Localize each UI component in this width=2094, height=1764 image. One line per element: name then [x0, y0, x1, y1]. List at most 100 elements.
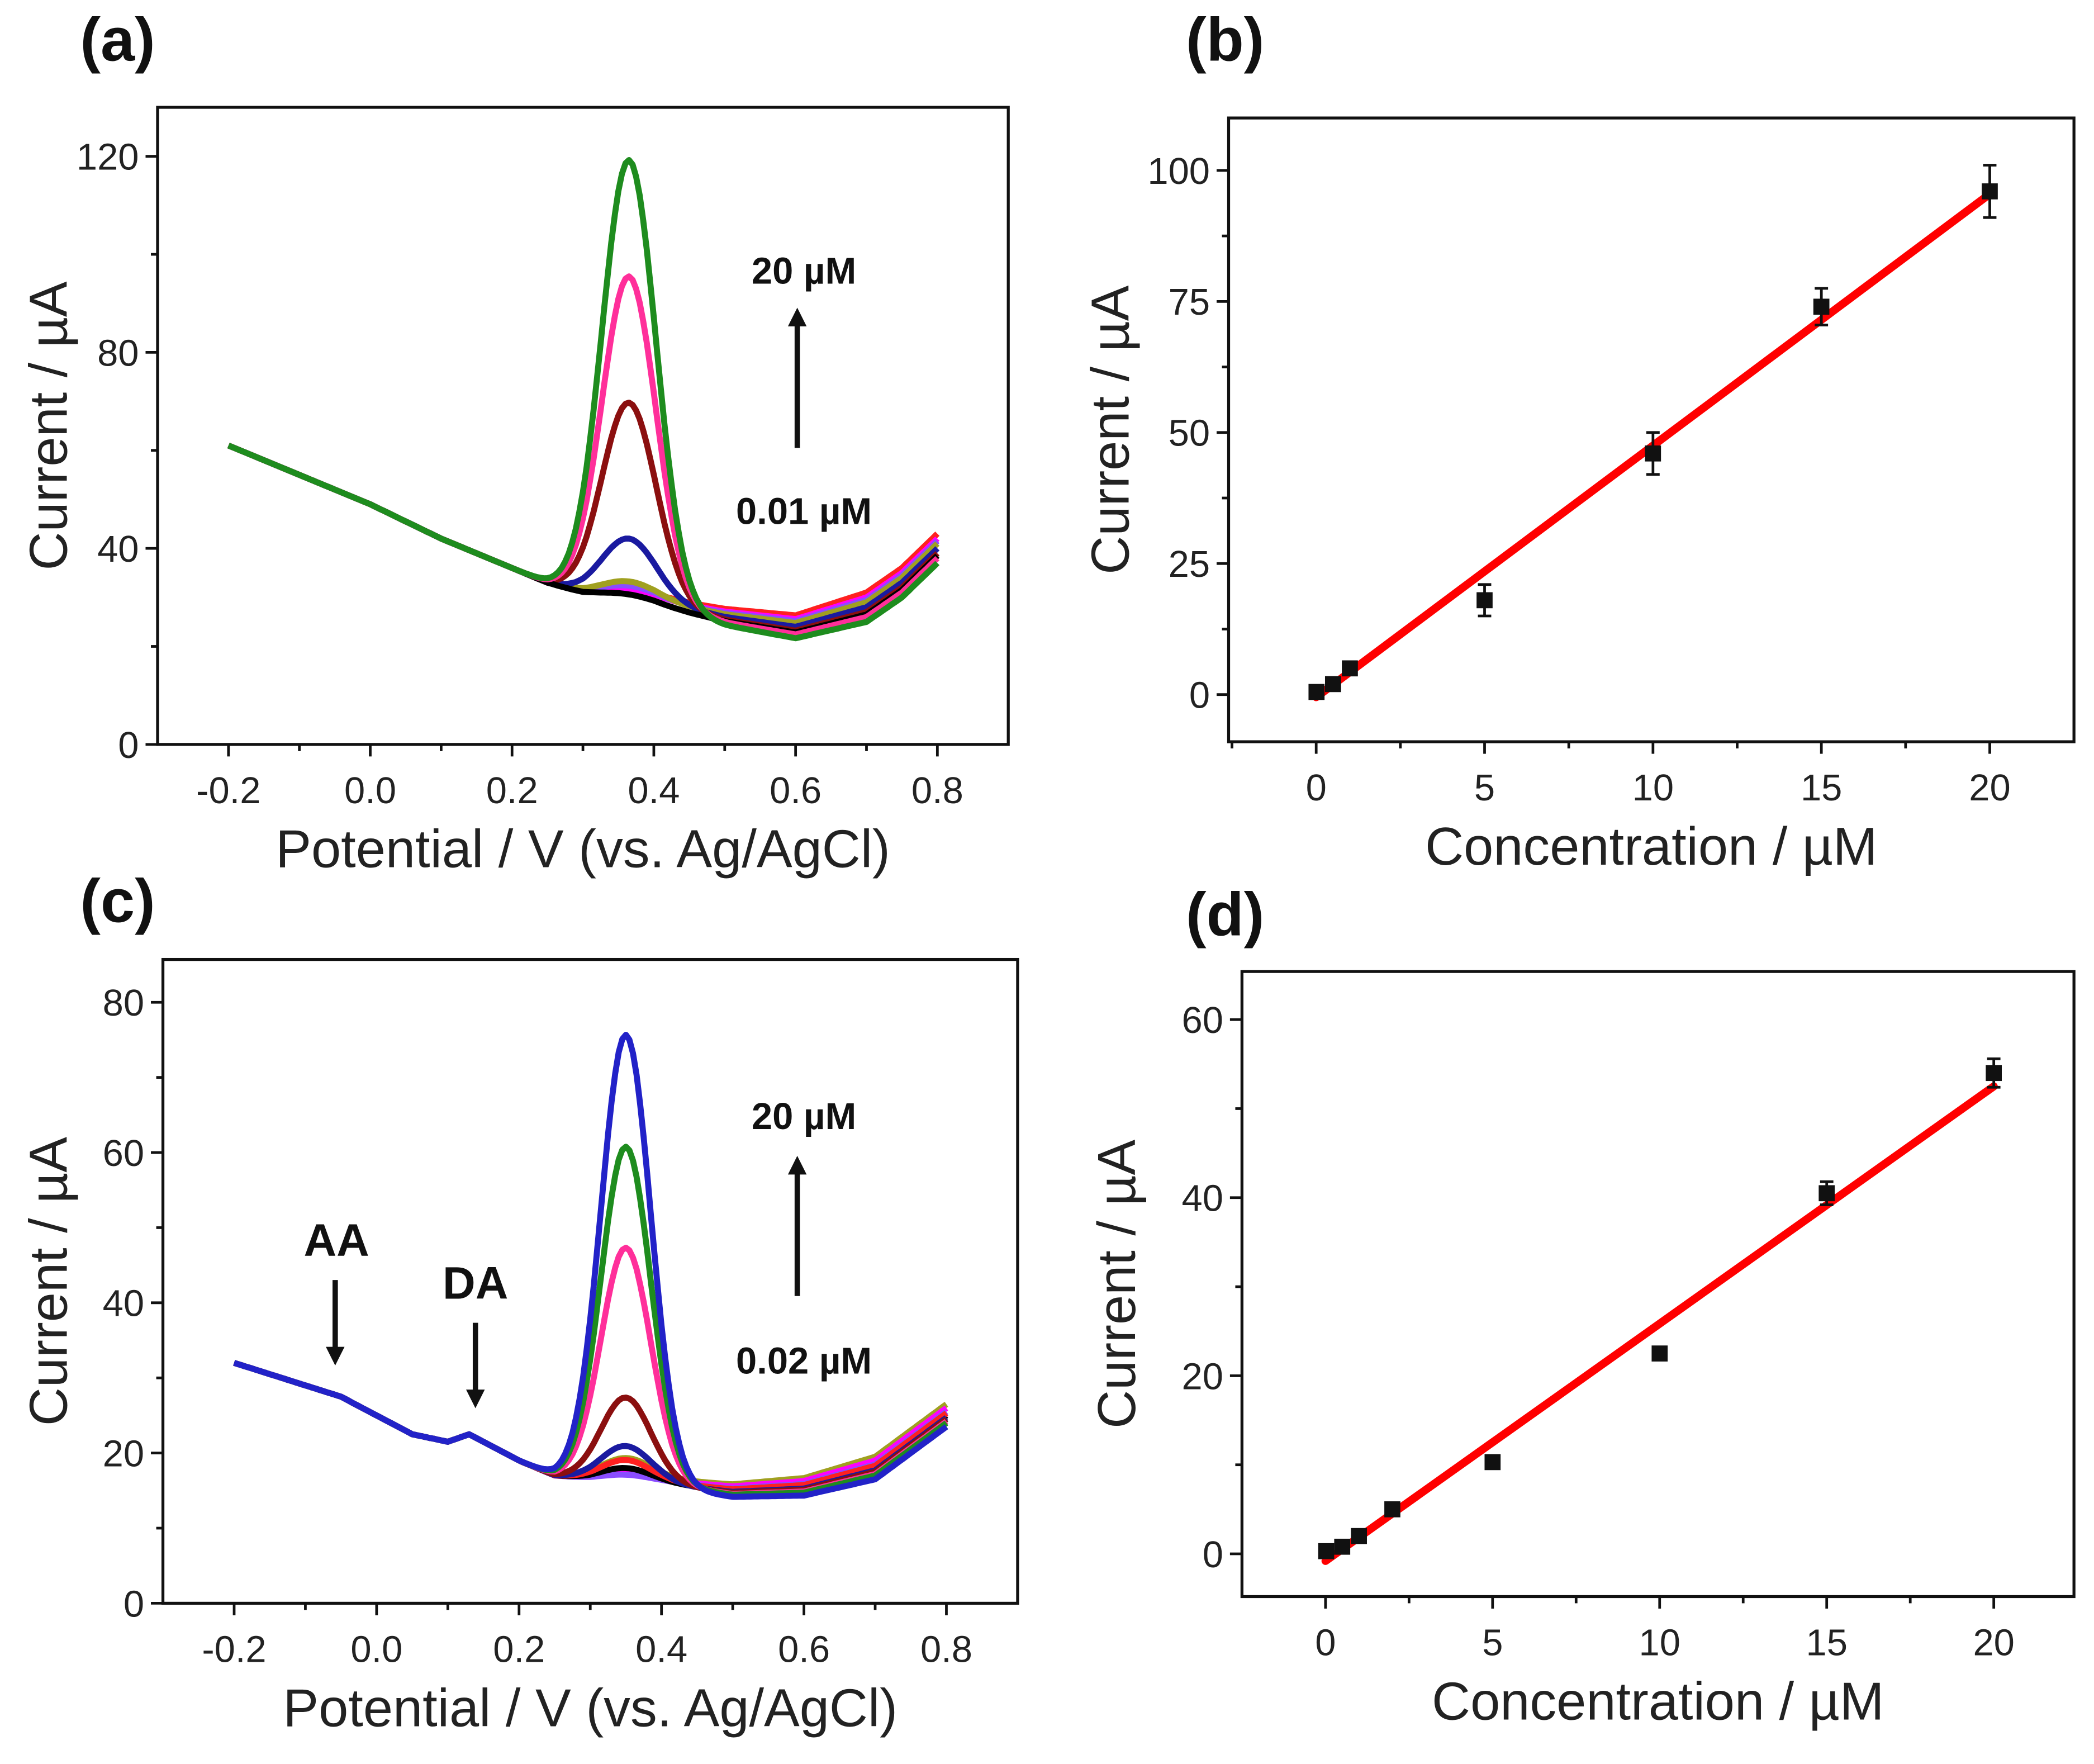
x-tick-label: 5	[1474, 767, 1495, 809]
chart-d: (d) 0 5 10 15 20 0 20 40 60 Concentration / µM Curr…	[1087, 880, 2076, 1731]
x-tick-label: -0.2	[196, 770, 260, 812]
fit-line	[1321, 1082, 1998, 1565]
x-tick-label: 0.4	[635, 1629, 687, 1671]
y-tick-label: 60	[103, 1132, 144, 1174]
y-axis-label: Current / µA	[18, 281, 78, 570]
x-tick-label: 20	[1969, 767, 2010, 809]
y-tick-label: 40	[103, 1283, 144, 1325]
y-tick-label: 50	[1169, 412, 1210, 454]
x-axis-label: Concentration / µM	[1425, 817, 1877, 876]
panel-label: (b)	[1186, 5, 1264, 74]
concentration-arrow-head	[787, 307, 807, 326]
data-point-7	[1986, 1057, 2002, 1089]
panel-label: (d)	[1186, 880, 1264, 949]
plot-area	[227, 157, 940, 642]
x-tick-label: 15	[1806, 1622, 1848, 1664]
annotation-low-concentration: 0.02 µM	[736, 1340, 872, 1382]
y-tick-label: 0	[1189, 675, 1210, 717]
data-point-6	[1818, 1180, 1835, 1206]
x-tick-label: 0.6	[770, 770, 822, 812]
x-axis-label: Potential / V (vs. Ag/AgCl)	[283, 1678, 898, 1738]
y-tick-label: 0	[118, 724, 139, 766]
x-tick-label: 0.0	[344, 770, 396, 812]
data-point-2	[1342, 660, 1358, 677]
x-tick-label: 15	[1801, 767, 1842, 809]
point-marker	[1324, 676, 1341, 693]
data-point-0	[1308, 684, 1325, 700]
annotation-high-concentration: 20 µM	[752, 1096, 856, 1137]
x-tick-label: 0.6	[778, 1629, 830, 1671]
annotation-low-concentration: 0.01 µM	[736, 491, 872, 533]
aa-arrow-head	[326, 1346, 345, 1366]
plot-frame	[1240, 970, 2076, 1599]
y-axis-label: Current / µA	[1087, 1139, 1147, 1428]
x-tick-label: 0.8	[911, 770, 963, 812]
x-tick-label: 0.8	[920, 1629, 972, 1671]
data-point-4	[1645, 431, 1661, 476]
data-point-6	[1982, 164, 1998, 219]
x-tick-label: 0.2	[486, 770, 538, 812]
plot-frame	[156, 106, 1010, 746]
series-curve-9	[233, 1032, 948, 1500]
point-marker	[1351, 1528, 1367, 1544]
point-marker	[1651, 1345, 1668, 1362]
point-marker	[1308, 684, 1325, 700]
point-marker	[1484, 1454, 1501, 1471]
point-marker	[1813, 298, 1830, 315]
panel-label: (c)	[80, 867, 155, 936]
y-tick-label: 20	[103, 1433, 144, 1475]
x-axis-label: Potential / V (vs. Ag/AgCl)	[276, 819, 890, 879]
x-tick-label: 5	[1482, 1622, 1503, 1664]
y-tick-label: 75	[1169, 281, 1210, 323]
y-tick-label: 60	[1182, 999, 1223, 1041]
data-point-3	[1476, 583, 1493, 618]
point-marker	[1986, 1065, 2002, 1082]
plot-frame	[161, 957, 1019, 1605]
y-axis-label: Current / µA	[1080, 285, 1140, 574]
annotation-high-concentration: 20 µM	[752, 250, 856, 292]
y-tick-label: 100	[1147, 150, 1210, 192]
x-tick-label: 0.4	[628, 770, 680, 812]
plot-frame	[1227, 116, 2076, 743]
data-point-1	[1334, 1538, 1351, 1555]
point-marker	[1476, 592, 1493, 609]
chart-a: (a) -0.2 0.0 0.2 0.4 0.6 0.8 0 40 80 120 Potential …	[18, 5, 1010, 879]
data-point-1	[1324, 676, 1341, 693]
data-point-2	[1351, 1528, 1367, 1544]
plot-area	[1308, 164, 1998, 701]
y-tick-label: 40	[97, 528, 139, 570]
data-point-0	[1318, 1543, 1335, 1559]
data-point-5	[1651, 1345, 1668, 1362]
data-point-3	[1384, 1501, 1400, 1518]
x-tick-label: 10	[1632, 767, 1674, 809]
x-tick-label: 0	[1306, 767, 1327, 809]
x-tick-label: 20	[1973, 1622, 2014, 1664]
plot-area	[1318, 1057, 2002, 1565]
chart-c: (c) -0.2 0.0 0.2 0.4 0.6 0.8 0 20 40 60 80 Potential…	[18, 867, 1019, 1738]
x-tick-label: 10	[1639, 1622, 1680, 1664]
y-tick-label: 120	[77, 136, 139, 178]
y-tick-label: 80	[97, 332, 139, 374]
y-tick-label: 0	[124, 1583, 144, 1625]
annotation-aa: AA	[304, 1215, 369, 1266]
point-marker	[1818, 1185, 1835, 1202]
y-axis-label: Current / µA	[18, 1137, 78, 1426]
series-curve-8	[227, 157, 940, 642]
x-tick-label: -0.2	[202, 1629, 266, 1671]
x-axis-label: Concentration / µM	[1432, 1671, 1884, 1731]
panel-label: (a)	[80, 5, 155, 74]
da-arrow-head	[466, 1390, 485, 1409]
chart-b: (b) 0 5 10 15 20 0 25 50 75 100 Concentration / µM C…	[1080, 5, 2076, 876]
point-marker	[1318, 1543, 1335, 1559]
y-tick-label: 20	[1182, 1355, 1223, 1397]
point-marker	[1982, 183, 1998, 200]
point-marker	[1384, 1501, 1400, 1518]
point-marker	[1645, 445, 1661, 462]
y-tick-label: 25	[1169, 543, 1210, 585]
x-tick-label: 0.2	[493, 1629, 545, 1671]
data-point-4	[1484, 1454, 1501, 1471]
concentration-arrow-head	[787, 1155, 807, 1175]
y-tick-label: 0	[1203, 1534, 1223, 1576]
data-point-5	[1813, 287, 1830, 326]
